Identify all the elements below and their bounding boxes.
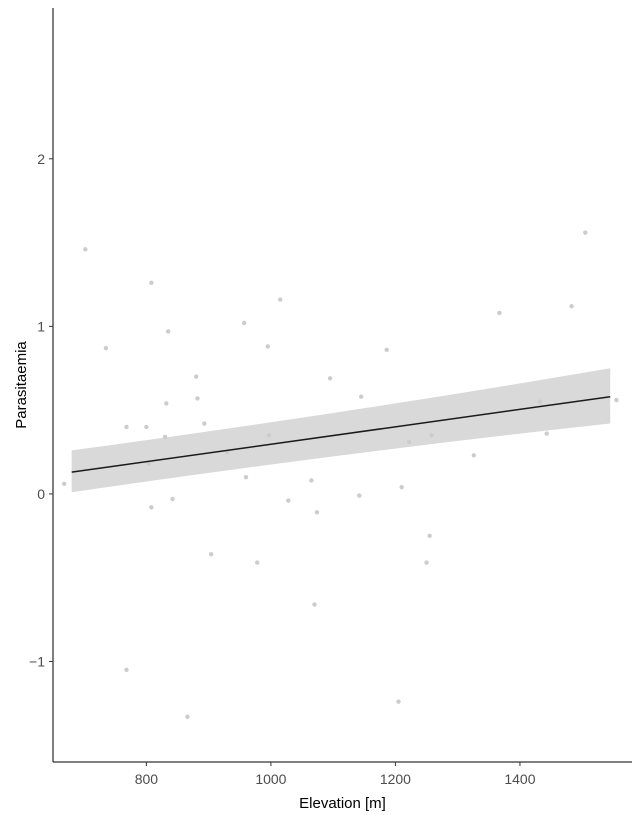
regression-line-layer (71, 395, 611, 473)
data-point (278, 297, 283, 302)
data-point (149, 280, 154, 285)
data-point (195, 396, 200, 401)
data-point (427, 533, 432, 538)
regression-line (71, 395, 611, 473)
data-point (429, 433, 434, 438)
x-axis-ticks: 800 1000 1200 1400 (135, 762, 536, 787)
data-point (406, 439, 412, 445)
data-point (497, 310, 502, 316)
data-point (149, 505, 154, 510)
data-point (265, 344, 270, 349)
data-point (266, 433, 272, 438)
axes-layer (52, 8, 632, 763)
data-point (124, 667, 129, 673)
data-point (146, 461, 152, 466)
data-point (144, 424, 149, 430)
data-points-layer (62, 230, 619, 719)
data-point (357, 493, 362, 498)
data-point (208, 552, 214, 557)
data-point (358, 394, 364, 399)
y-tick-label: 1 (37, 318, 45, 334)
confidence-band (71, 368, 611, 493)
data-point (314, 510, 320, 515)
confidence-band-layer (71, 368, 611, 493)
data-point (103, 345, 109, 351)
data-point (384, 347, 389, 353)
data-point (164, 401, 169, 406)
data-point (583, 230, 588, 235)
data-point (327, 376, 333, 381)
x-tick-label: 1200 (380, 771, 411, 787)
y-tick-label: 0 (37, 486, 45, 502)
data-point (165, 329, 171, 334)
data-point (471, 453, 477, 458)
data-point (243, 474, 249, 480)
data-point (544, 431, 549, 436)
data-point (170, 496, 175, 502)
y-tick-label: −1 (29, 653, 45, 669)
data-point (309, 478, 314, 483)
y-axis-ticks: −1 0 1 2 (29, 151, 53, 669)
y-axis-title: Parasitaemia (13, 341, 30, 429)
data-point (286, 498, 291, 503)
data-point (193, 374, 199, 379)
y-tick-label: 2 (37, 151, 45, 167)
data-point (202, 421, 207, 426)
data-point (399, 485, 404, 490)
data-point (162, 434, 168, 440)
data-point (255, 560, 260, 565)
data-point (537, 399, 543, 404)
data-point (614, 397, 619, 403)
x-axis-title: Elevation [m] (299, 795, 386, 812)
data-point (569, 304, 574, 309)
data-point (312, 602, 317, 607)
x-tick-label: 1400 (504, 771, 535, 787)
x-tick-label: 1000 (255, 771, 286, 787)
data-point (124, 424, 129, 430)
data-point (424, 560, 429, 565)
data-point (83, 247, 88, 252)
data-point (241, 320, 247, 326)
data-point (396, 699, 401, 704)
data-point (62, 481, 67, 487)
x-tick-label: 800 (135, 771, 159, 787)
data-point (185, 714, 190, 719)
